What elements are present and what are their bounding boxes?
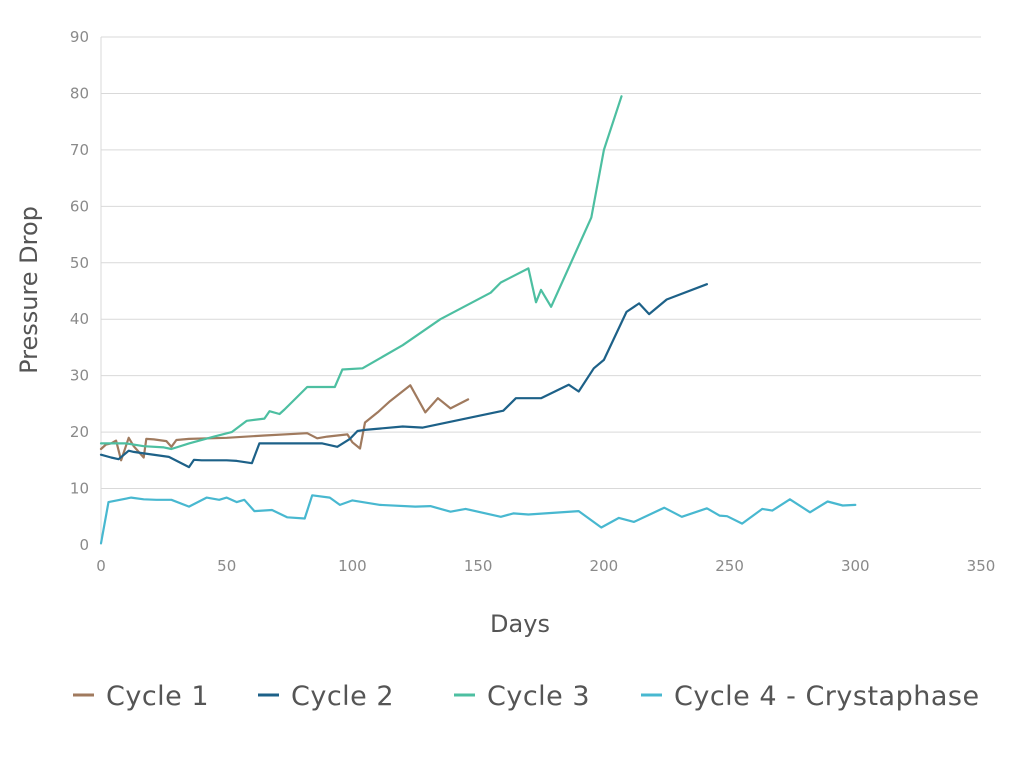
series-line-cycle-4	[99, 494, 857, 545]
y-tick-label: 30	[70, 367, 89, 385]
x-axis-title: Days	[490, 610, 550, 638]
x-tick-label: 250	[715, 557, 744, 575]
legend-label: Cycle 3	[487, 681, 590, 712]
x-tick-label: 150	[464, 557, 493, 575]
y-axis-title: Pressure Drop	[15, 206, 43, 374]
y-tick-label: 70	[70, 141, 89, 159]
legend-label: Cycle 2	[291, 681, 394, 712]
y-tick-label: 60	[70, 197, 89, 215]
y-tick-label: 80	[70, 84, 89, 102]
x-tick-label: 100	[338, 557, 367, 575]
x-tick-label: 0	[96, 557, 106, 575]
series-line-cycle-1	[99, 384, 470, 462]
x-tick-label: 350	[967, 557, 996, 575]
legend-label: Cycle 1	[106, 681, 209, 712]
series-lines	[99, 95, 857, 545]
y-axis-ticks: 0 10 20 30 40 50 60 70 80 90	[70, 28, 89, 554]
y-tick-label: 90	[70, 28, 89, 46]
gridlines	[100, 36, 981, 545]
series-line-cycle-3	[99, 95, 623, 451]
y-tick-label: 50	[70, 254, 89, 272]
legend-label: Cycle 4 - Crystaphase	[674, 681, 980, 712]
legend: Cycle 1 Cycle 2 Cycle 3 Cycle 4 - Crystapha…	[73, 681, 980, 712]
y-tick-label: 10	[70, 480, 89, 498]
y-tick-label: 0	[79, 536, 89, 554]
x-axis-ticks: 0 50 100 150 200 250 300 350	[96, 557, 995, 575]
y-tick-label: 20	[70, 423, 89, 441]
x-tick-label: 50	[217, 557, 236, 575]
x-tick-label: 300	[841, 557, 870, 575]
y-tick-label: 40	[70, 310, 89, 328]
series-line-cycle-2	[99, 283, 708, 469]
x-tick-label: 200	[590, 557, 619, 575]
